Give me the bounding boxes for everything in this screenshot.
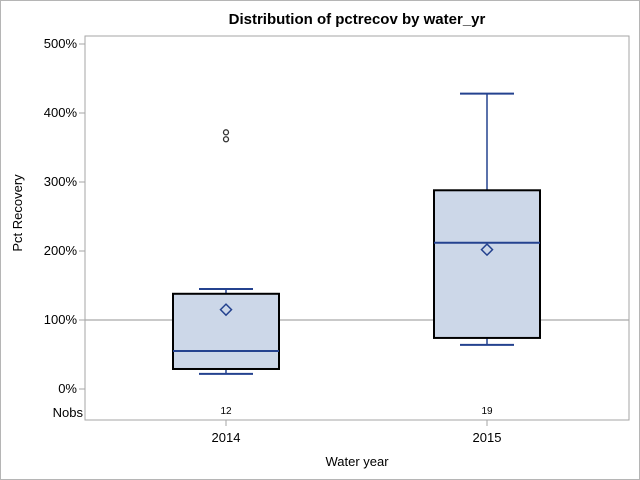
x-tick-label: 2015 bbox=[472, 430, 502, 445]
mean-diamond bbox=[219, 303, 233, 317]
iqr-box bbox=[172, 292, 280, 370]
plot-frame-group bbox=[84, 35, 630, 421]
plot-frame bbox=[84, 35, 630, 421]
y-tick-label: 100% bbox=[43, 312, 77, 327]
outlier-point bbox=[222, 136, 230, 143]
chart-title: Distribution of pctrecov by water_yr bbox=[228, 11, 486, 28]
nobs-value: 12 bbox=[220, 406, 232, 417]
y-tick-label: 500% bbox=[43, 36, 77, 51]
outlier-point bbox=[222, 129, 230, 136]
y-tick-label: 0% bbox=[58, 381, 77, 396]
iqr-box bbox=[433, 189, 541, 339]
nobs-label: Nobs bbox=[52, 405, 83, 420]
y-tick-label: 400% bbox=[43, 105, 77, 120]
y-tick-label: 200% bbox=[43, 243, 77, 258]
tick-marks-group bbox=[79, 43, 488, 426]
box-group bbox=[172, 92, 541, 375]
x-tick-label: 2014 bbox=[211, 430, 241, 445]
y-tick-label: 300% bbox=[43, 174, 77, 189]
nobs-value: 19 bbox=[481, 406, 493, 417]
x-axis-label: Water year bbox=[325, 454, 389, 469]
mean-diamond bbox=[480, 243, 494, 257]
